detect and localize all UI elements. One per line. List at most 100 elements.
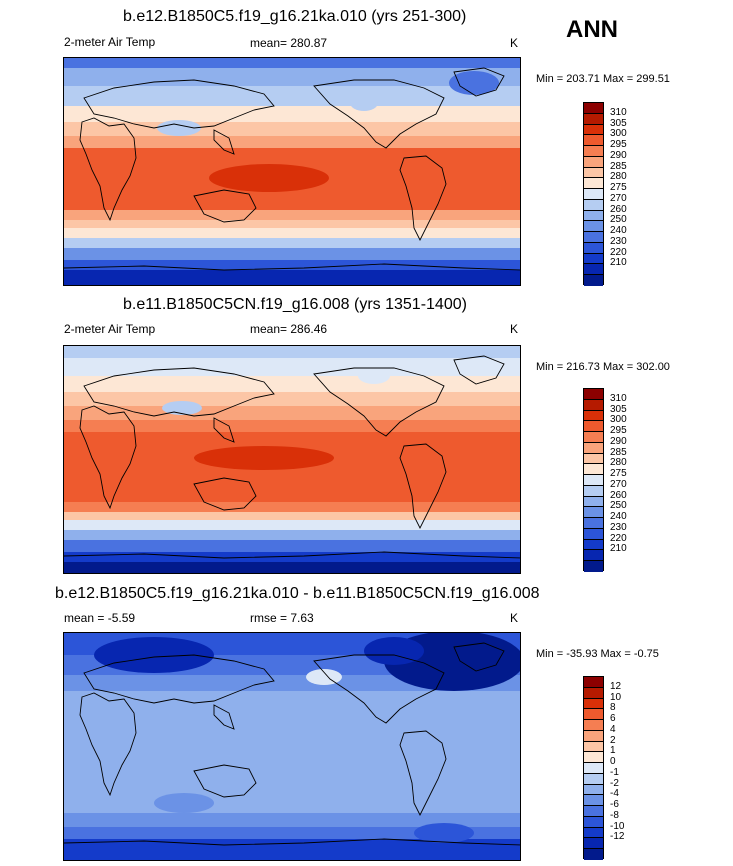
colorbar-tick-label: 6	[610, 713, 616, 725]
colorbar-swatch	[584, 763, 603, 774]
colorbar-swatch	[584, 698, 603, 710]
colorbar-swatch	[584, 399, 603, 411]
colorbar-tick-label: 12	[610, 680, 622, 692]
colorbar-tick-label: 270	[610, 192, 627, 204]
colorbar-swatch	[584, 103, 603, 114]
colorbar-tick-label: 10	[610, 691, 622, 703]
colorbar-swatch	[584, 816, 603, 828]
panel-3-units: K	[510, 611, 519, 625]
colorbar-swatch	[584, 730, 603, 742]
colorbar-tick-label: 4	[610, 723, 616, 735]
colorbar-swatch	[584, 539, 603, 551]
colorbar-swatch	[584, 199, 603, 211]
panel-1-minmax: Min = 203.71 Max = 299.51	[536, 73, 670, 85]
colorbar-tick-label: 280	[610, 171, 627, 183]
colorbar-tick-label: 220	[610, 532, 627, 544]
colorbar-tick-label: 310	[610, 106, 627, 118]
colorbar-swatch	[584, 496, 603, 508]
colorbar-tick-label: 210	[610, 257, 627, 269]
panel-2-colorbar	[583, 388, 604, 572]
colorbar-tick-label: 300	[610, 128, 627, 140]
panel-3-mean: mean = -5.59	[64, 611, 136, 625]
panel-3-title: b.e12.B1850C5.f19_g16.21ka.010 - b.e11.B…	[55, 585, 540, 602]
colorbar-swatch	[584, 242, 603, 254]
colorbar-tick-label: 1	[610, 745, 616, 757]
colorbar-swatch	[584, 189, 603, 200]
colorbar-tick-label: -2	[610, 777, 619, 789]
colorbar-swatch	[584, 135, 603, 146]
panel-1-mean: mean= 280.87	[250, 36, 328, 50]
colorbar-swatch	[584, 389, 603, 400]
colorbar-swatch	[584, 709, 603, 720]
colorbar-swatch	[584, 410, 603, 422]
colorbar-tick-label: 270	[610, 478, 627, 490]
colorbar-swatch	[584, 232, 603, 243]
panel-3-minmax: Min = -35.93 Max = -0.75	[536, 648, 659, 660]
panel-2-title: b.e11.B1850C5CN.f19_g16.008 (yrs 1351-14…	[123, 296, 467, 313]
panel-1-units: K	[510, 36, 519, 50]
colorbar-tick-label: 280	[610, 457, 627, 469]
colorbar-tick-label: 290	[610, 149, 627, 161]
colorbar-tick-label: -6	[610, 799, 619, 811]
colorbar-swatch	[584, 264, 603, 275]
colorbar-tick-label: 300	[610, 414, 627, 426]
colorbar-swatch	[584, 849, 603, 860]
colorbar-tick-label: 305	[610, 117, 627, 129]
colorbar-swatch	[584, 221, 603, 232]
colorbar-swatch	[584, 741, 603, 753]
colorbar-tick-label: 210	[610, 543, 627, 555]
colorbar-swatch	[584, 124, 603, 136]
panel-1-title: b.e12.B1850C5.f19_g16.21ka.010 (yrs 251-…	[123, 8, 467, 25]
panel-2-units: K	[510, 322, 519, 336]
colorbar-swatch	[584, 442, 603, 454]
panel-2-variable-label: 2-meter Air Temp	[64, 322, 156, 336]
panel-1-map	[63, 57, 521, 286]
panel-2-map	[63, 345, 521, 574]
colorbar-tick-label: 295	[610, 425, 627, 437]
colorbar-swatch	[584, 146, 603, 157]
colorbar-tick-label: 2	[610, 734, 616, 746]
colorbar-tick-label: 8	[610, 702, 616, 714]
colorbar-swatch	[584, 113, 603, 125]
colorbar-swatch	[584, 720, 603, 731]
colorbar-tick-label: 0	[610, 756, 616, 768]
panel-1-colorbar	[583, 102, 604, 286]
colorbar-swatch	[584, 464, 603, 475]
colorbar-tick-label: 290	[610, 435, 627, 447]
colorbar-tick-label: 285	[610, 160, 627, 172]
colorbar-swatch	[584, 838, 603, 849]
colorbar-tick-label: 305	[610, 403, 627, 415]
colorbar-swatch	[584, 210, 603, 222]
colorbar-tick-label: -10	[610, 820, 625, 832]
panel-3-map	[63, 632, 521, 861]
colorbar-swatch	[584, 475, 603, 486]
colorbar-swatch	[584, 485, 603, 497]
colorbar-tick-label: 275	[610, 182, 627, 194]
colorbar-tick-label: 295	[610, 139, 627, 151]
colorbar-swatch	[584, 550, 603, 561]
colorbar-tick-label: 240	[610, 225, 627, 237]
panel-3-colorbar	[583, 676, 604, 860]
colorbar-swatch	[584, 528, 603, 540]
colorbar-swatch	[584, 421, 603, 432]
colorbar-swatch	[584, 275, 603, 286]
colorbar-swatch	[584, 507, 603, 518]
colorbar-swatch	[584, 253, 603, 265]
colorbar-tick-label: 230	[610, 521, 627, 533]
colorbar-tick-label: -4	[610, 788, 619, 800]
colorbar-tick-label: -12	[610, 831, 625, 843]
colorbar-swatch	[584, 827, 603, 839]
colorbar-swatch	[584, 167, 603, 179]
panel-1-variable-label: 2-meter Air Temp	[64, 35, 156, 49]
colorbar-swatch	[584, 518, 603, 529]
colorbar-tick-label: 285	[610, 446, 627, 458]
colorbar-swatch	[584, 432, 603, 443]
colorbar-swatch	[584, 784, 603, 796]
colorbar-tick-label: -8	[610, 809, 619, 821]
colorbar-swatch	[584, 453, 603, 465]
colorbar-swatch	[584, 561, 603, 572]
colorbar-tick-label: 230	[610, 235, 627, 247]
colorbar-tick-label: 250	[610, 500, 627, 512]
colorbar-swatch	[584, 795, 603, 806]
season-label: ANN	[566, 16, 618, 43]
